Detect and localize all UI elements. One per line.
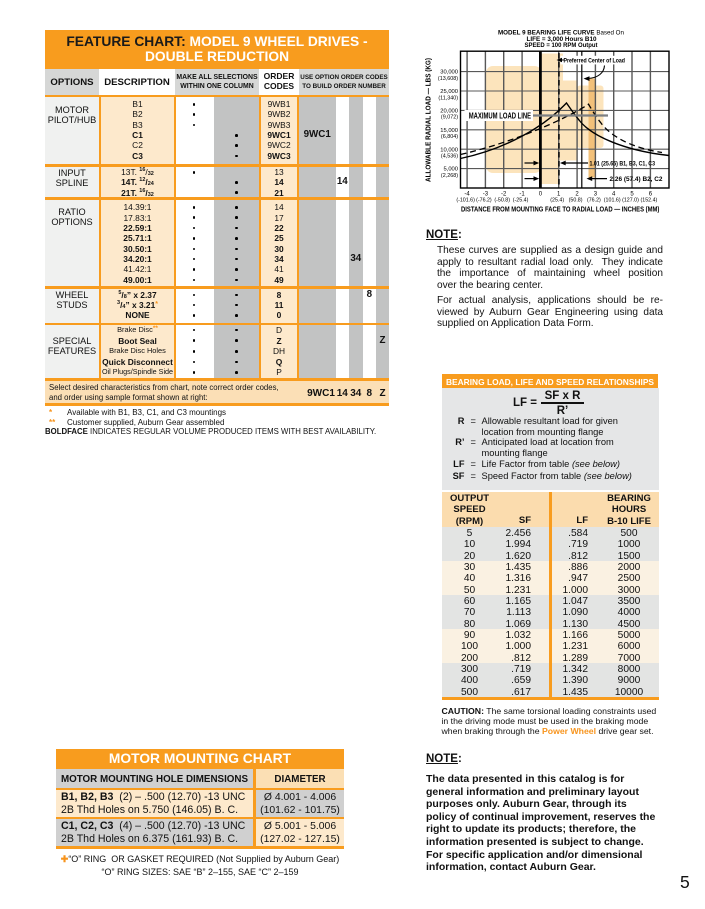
svg-text:(25.4): (25.4)	[550, 198, 564, 204]
svg-text:MODEL 9 BEARING LIFE CURVE Bas: MODEL 9 BEARING LIFE CURVE Based On	[498, 30, 624, 37]
svg-text:2: 2	[575, 192, 579, 198]
svg-text:(11,340): (11,340)	[438, 95, 458, 101]
svg-text:(50.8): (50.8)	[569, 198, 583, 204]
svg-text:1.01 (25.65) B1, B3, C1, C3: 1.01 (25.65) B1, B3, C1, C3	[590, 161, 656, 168]
svg-text:-4: -4	[464, 192, 470, 198]
svg-text:(76.2): (76.2)	[587, 198, 601, 204]
svg-text:2.26 (57.4) B2, C2: 2.26 (57.4) B2, C2	[610, 176, 663, 183]
svg-text:4: 4	[612, 192, 616, 198]
svg-text:10,000: 10,000	[440, 147, 458, 153]
svg-text:LIFE = 3,000 Hours B10: LIFE = 3,000 Hours B10	[527, 36, 597, 43]
svg-text:-2: -2	[501, 192, 507, 198]
svg-text:20,000: 20,000	[440, 109, 458, 115]
svg-text:ALLOWABLE RADIAL LOAD — LBS (K: ALLOWABLE RADIAL LOAD — LBS (KG)	[424, 57, 433, 182]
svg-text:6: 6	[649, 192, 653, 198]
svg-text:1: 1	[557, 192, 561, 198]
svg-text:30,000: 30,000	[440, 70, 458, 76]
svg-text:(4,536): (4,536)	[441, 154, 458, 160]
svg-text:Preferred Center of Load: Preferred Center of Load	[564, 57, 626, 64]
svg-text:(9,072): (9,072)	[441, 115, 458, 121]
svg-text:(101.6): (101.6)	[604, 198, 621, 204]
svg-text:(152.4): (152.4)	[641, 198, 658, 204]
svg-text:-1: -1	[519, 192, 525, 198]
svg-text:(-25.4): (-25.4)	[513, 198, 529, 204]
svg-text:(2,268): (2,268)	[441, 173, 458, 179]
svg-text:3: 3	[594, 192, 598, 198]
svg-text:25,000: 25,000	[440, 89, 458, 95]
svg-text:5,000: 5,000	[443, 167, 458, 173]
svg-text:(127.0): (127.0)	[622, 198, 639, 204]
svg-text:(13,608): (13,608)	[438, 76, 458, 82]
svg-text:(6,804): (6,804)	[441, 134, 458, 140]
svg-text:5: 5	[630, 192, 634, 198]
svg-text:(-50.8): (-50.8)	[494, 198, 510, 204]
svg-text:-3: -3	[483, 192, 489, 198]
svg-text:SPEED = 100 RPM Output: SPEED = 100 RPM Output	[525, 42, 599, 49]
svg-text:(-101.6): (-101.6)	[456, 198, 475, 204]
svg-text:0: 0	[539, 192, 543, 198]
svg-text:DISTANCE FROM MOUNTING FACE TO: DISTANCE FROM MOUNTING FACE TO RADIAL LO…	[461, 205, 660, 214]
svg-text:(-76.2): (-76.2)	[476, 198, 492, 204]
svg-text:15,000: 15,000	[440, 128, 458, 134]
svg-text:MAXIMUM LOAD LINE: MAXIMUM LOAD LINE	[469, 111, 532, 120]
